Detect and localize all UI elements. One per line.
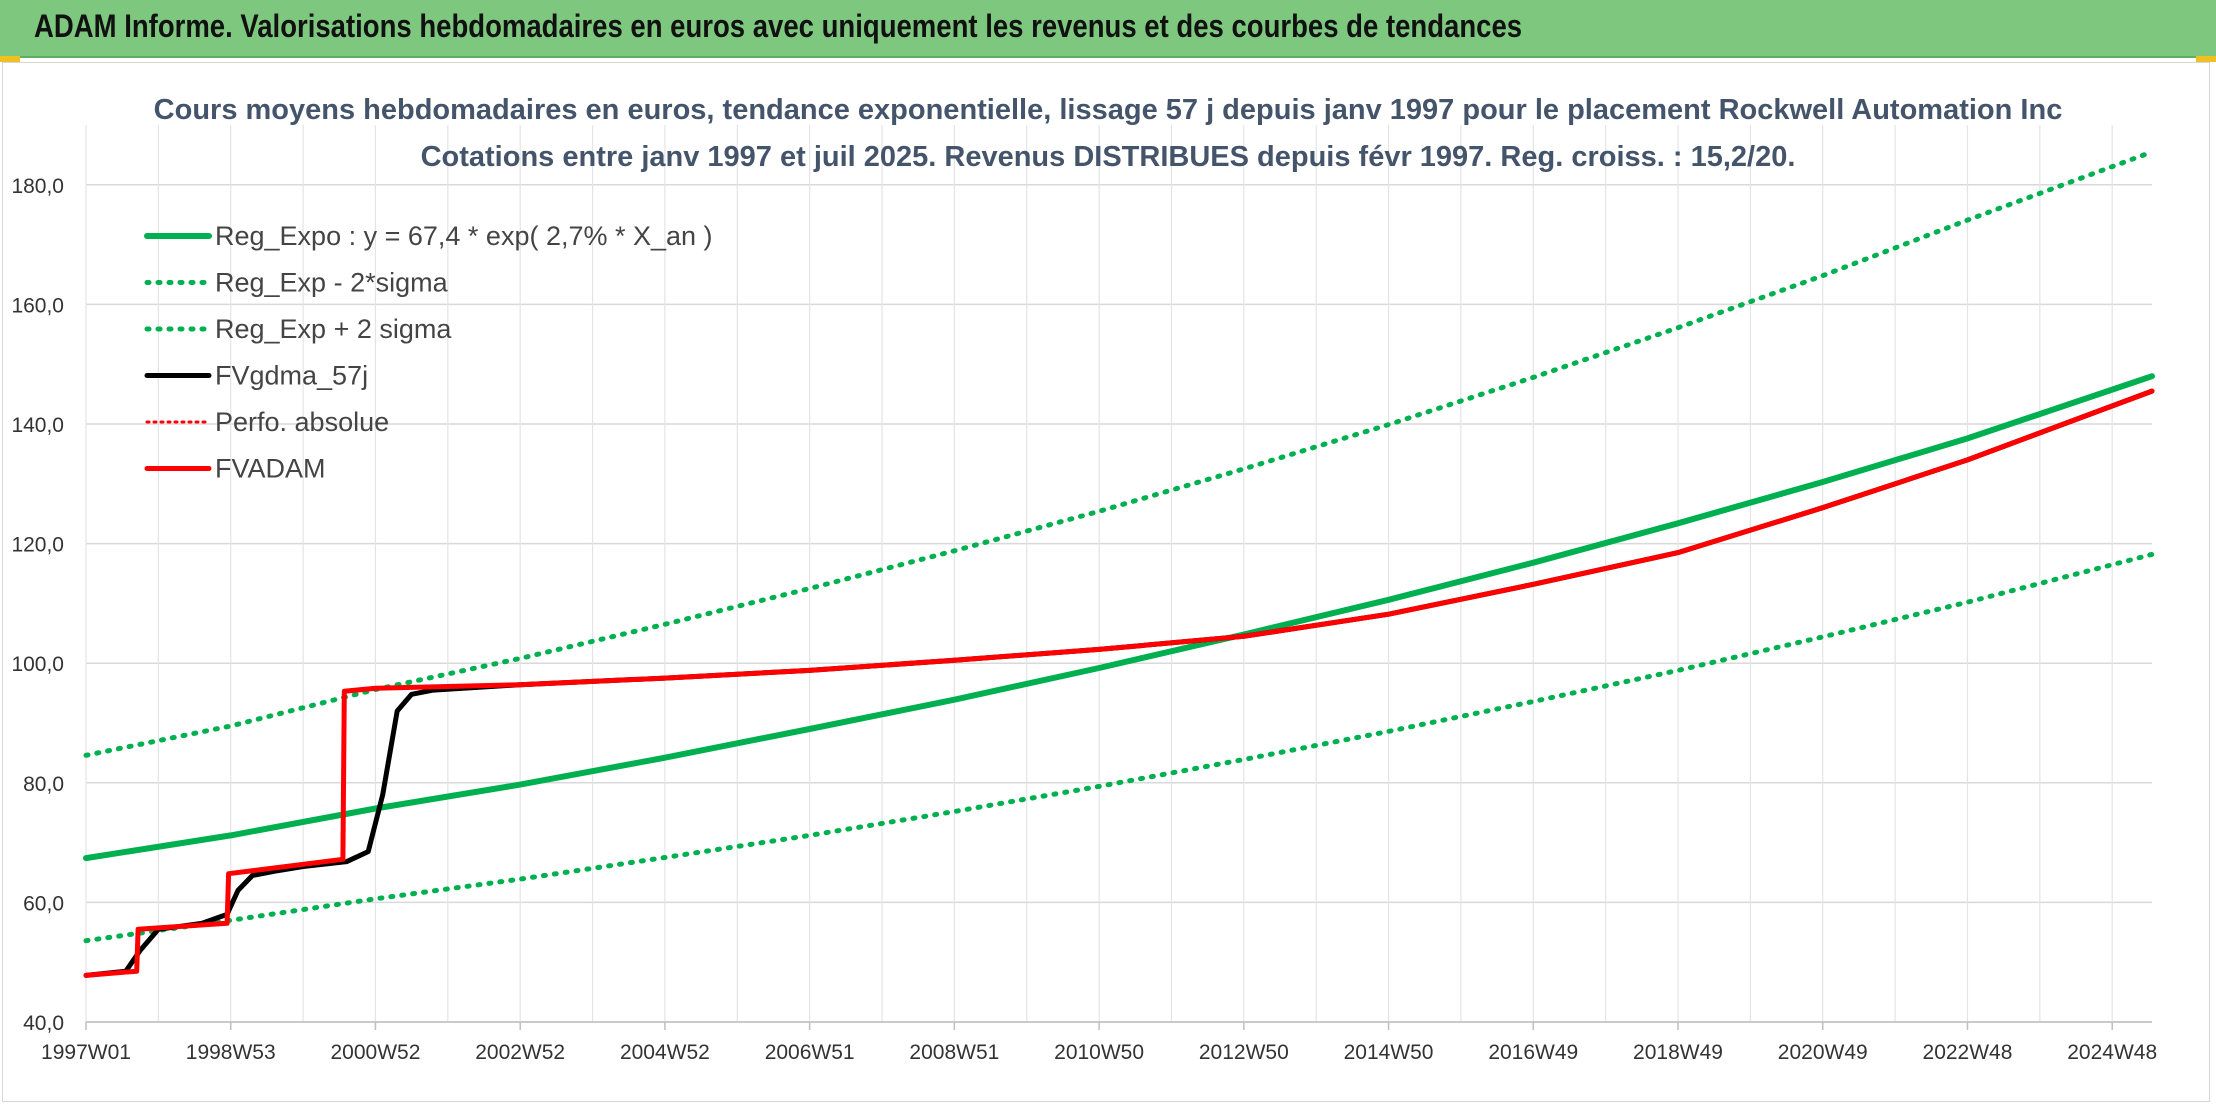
x-tick-label: 1997W01 <box>41 1041 131 1064</box>
x-tick-label: 2004W52 <box>620 1041 710 1064</box>
x-tick-label: 1998W53 <box>186 1041 276 1064</box>
y-tick-label: 80,0 <box>23 773 64 796</box>
series-line-1 <box>83 373 2155 862</box>
legend-label-5: Perfo. absolue <box>215 407 389 437</box>
report-banner: ADAM Informe. Valorisations hebdomadaire… <box>0 0 2216 58</box>
x-tick-label: 2020W49 <box>1778 1041 1868 1064</box>
x-tick-label: 2012W50 <box>1199 1041 1289 1064</box>
legend-label-6: FVADAM <box>215 454 326 484</box>
x-tick-label: 2000W52 <box>331 1041 421 1064</box>
y-tick-label: 40,0 <box>23 1012 64 1035</box>
y-axis: 40,0 60,0 80,0 100,0 120,0 140,0 160,0 180,0 <box>11 175 64 1035</box>
x-tick-label: 2014W50 <box>1344 1041 1434 1064</box>
chart-title: Cours moyens hebdomadaires en euros, ten… <box>154 94 2063 126</box>
x-tick-label: 2022W48 <box>1923 1041 2013 1064</box>
x-tick-label: 2002W52 <box>475 1041 565 1064</box>
x-tick-label: 2016W49 <box>1488 1041 1578 1064</box>
y-tick-label: 120,0 <box>11 534 64 557</box>
x-tick-label: 2010W50 <box>1054 1041 1144 1064</box>
y-tick-label: 160,0 <box>11 294 64 317</box>
series-line-2 <box>83 551 2155 944</box>
x-axis: 1997W01 1998W53 2000W52 2002W52 2004W52 2006W… <box>41 1022 2157 1064</box>
y-tick-label: 100,0 <box>11 653 64 676</box>
legend-label-2: Reg_Exp - 2*sigma <box>215 268 449 298</box>
series-line-3 <box>83 149 2155 758</box>
legend-label-4: FVgdma_57j <box>215 361 368 391</box>
legend-label-3: Reg_Exp + 2 sigma <box>215 314 452 344</box>
series-lines <box>83 149 2155 978</box>
y-tick-label: 60,0 <box>23 892 64 915</box>
legend-label-1: Reg_Expo : y = 67,4 * exp( 2,7% * X_an ) <box>215 221 713 251</box>
series-line-6 <box>83 388 2155 978</box>
grid-lines <box>85 125 2152 1023</box>
corner-accent-left <box>0 56 20 62</box>
x-tick-label: 2008W51 <box>909 1041 999 1064</box>
x-tick-label: 2006W51 <box>765 1041 855 1064</box>
y-tick-label: 180,0 <box>11 175 64 198</box>
x-tick-label: 2024W48 <box>2067 1041 2157 1064</box>
corner-accent-right <box>2196 56 2216 62</box>
legend: Reg_Expo : y = 67,4 * exp( 2,7% * X_an )… <box>144 221 713 484</box>
y-tick-label: 140,0 <box>11 414 64 437</box>
report-title: ADAM Informe. Valorisations hebdomadaire… <box>34 8 1523 44</box>
chart-frame <box>2 62 2210 1102</box>
x-tick-label: 2018W49 <box>1633 1041 1723 1064</box>
chart-subtitle: Cotations entre janv 1997 et juil 2025. … <box>421 141 1796 173</box>
